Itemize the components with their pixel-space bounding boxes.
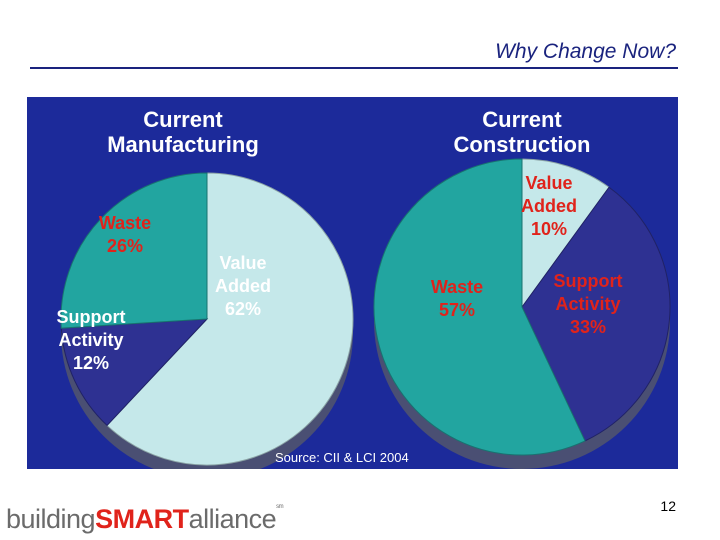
pie-slice-waste [373, 158, 586, 456]
slide-title: Why Change Now? [495, 40, 676, 63]
pie-slice-value-added [521, 158, 610, 309]
logo-service-mark: sm [276, 504, 284, 510]
title-rule [30, 67, 678, 69]
logo-text-alliance: alliance [188, 504, 277, 534]
pie-slice-support-activity [521, 186, 671, 442]
slice-label: Value Added 62% [215, 253, 271, 319]
page-number: 12 [660, 498, 676, 514]
building-smart-alliance-logo: buildingSMARTalliancesm [6, 504, 284, 535]
pie-chart-construction: Current Construction Value Added 10% Support A… [373, 107, 671, 469]
slice-label: Support Activity 12% [57, 307, 126, 373]
pie-slice-value-added [106, 172, 354, 466]
source-note: Source: CII & LCI 2004 [275, 450, 409, 465]
chart-title: Current Manufacturing [107, 107, 259, 157]
slice-label: Value Added 10% [521, 173, 577, 239]
pie-slice-waste [60, 172, 208, 329]
pie-slice-support-activity [60, 318, 209, 427]
slice-label: Waste 57% [431, 277, 483, 320]
logo-text-building: building [6, 504, 96, 534]
chart-title: Current Construction [454, 107, 591, 157]
slice-label: Waste 26% [99, 213, 151, 256]
slice-label: Support Activity 33% [554, 271, 623, 337]
pie-charts: Current Manufacturing Value Added 62% Support… [57, 107, 671, 469]
logo-text-smart: SMART [95, 504, 189, 534]
chart-panel: Current Manufacturing Value Added 62% Support… [27, 97, 678, 469]
pie-chart-manufacturing: Current Manufacturing Value Added 62% Support… [57, 107, 354, 469]
